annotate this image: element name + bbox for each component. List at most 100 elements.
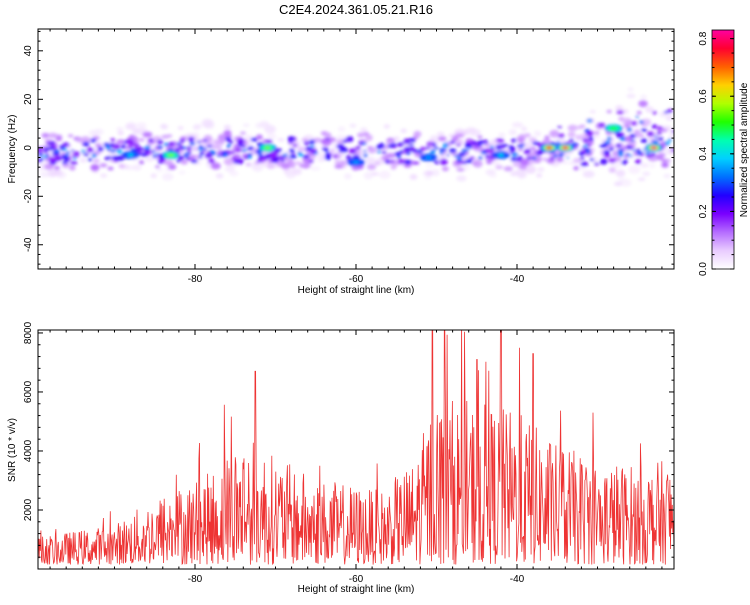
heatmap-cell bbox=[70, 149, 75, 152]
heatmap-cell bbox=[289, 155, 295, 159]
heatmap-cell bbox=[95, 143, 102, 148]
heatmap-cell bbox=[637, 177, 646, 181]
heatmap-cell bbox=[256, 134, 263, 140]
heatmap-cell bbox=[630, 139, 635, 142]
heatmap-cell bbox=[651, 124, 658, 129]
heatmap-cell bbox=[297, 151, 302, 154]
heatmap-cell bbox=[607, 136, 612, 141]
heatmap-cell bbox=[334, 160, 341, 165]
heatmap-cell bbox=[519, 146, 524, 149]
heatmap-cell bbox=[582, 138, 589, 142]
heatmap-cell bbox=[201, 118, 214, 128]
heatmap-cell bbox=[403, 163, 412, 168]
heatmap-cell bbox=[524, 160, 530, 165]
heatmap-cell bbox=[472, 161, 477, 166]
heatmap-cell bbox=[639, 120, 644, 124]
heatmap-cell bbox=[223, 130, 232, 136]
heatmap-cell bbox=[555, 141, 561, 146]
heatmap-cell bbox=[38, 149, 42, 153]
heatmap-cell bbox=[162, 173, 174, 181]
spectrogram-xlabel: Height of straight line (km) bbox=[298, 285, 415, 296]
heatmap-cell bbox=[187, 136, 195, 142]
heatmap-cell bbox=[645, 151, 651, 155]
heatmap-cell bbox=[299, 163, 305, 168]
heatmap-cell bbox=[215, 173, 224, 179]
heatmap-cell bbox=[530, 146, 537, 151]
heatmap-cell bbox=[472, 141, 478, 145]
heatmap-cell bbox=[185, 152, 190, 155]
heatmap-cell bbox=[132, 129, 139, 135]
heatmap-cell bbox=[255, 122, 267, 129]
heatmap-cell bbox=[302, 157, 311, 164]
heatmap-cell bbox=[654, 135, 658, 138]
heatmap-cell bbox=[303, 165, 309, 169]
heatmap-cell bbox=[41, 133, 50, 138]
heatmap-cell bbox=[363, 171, 374, 180]
heatmap-cell bbox=[573, 157, 582, 164]
heatmap-cell bbox=[365, 134, 373, 141]
heatmap-cell bbox=[642, 171, 651, 176]
colorbar-tick-label: 0.0 bbox=[698, 262, 709, 276]
heatmap-cell bbox=[133, 143, 141, 148]
heatmap-cell bbox=[288, 141, 293, 144]
colorbar-tick-label: 0.2 bbox=[698, 204, 709, 218]
heatmap-cell bbox=[194, 154, 201, 160]
x-tick-label: -60 bbox=[349, 274, 364, 285]
heatmap-cell bbox=[287, 136, 296, 142]
heatmap-cell bbox=[594, 131, 600, 135]
heatmap-cell bbox=[144, 148, 150, 152]
heatmap-cell bbox=[431, 169, 440, 177]
heatmap-cell bbox=[240, 131, 246, 135]
heatmap-cell bbox=[586, 150, 591, 154]
heatmap-hotspot bbox=[425, 156, 432, 159]
heatmap-cell bbox=[38, 152, 44, 157]
heatmap-cell bbox=[107, 149, 112, 152]
heatmap-cell bbox=[403, 146, 411, 152]
heatmap-cell bbox=[269, 153, 277, 159]
heatmap-cell bbox=[652, 140, 659, 145]
heatmap-cell bbox=[667, 138, 673, 141]
heatmap-cell bbox=[184, 155, 190, 159]
heatmap-cell bbox=[411, 148, 418, 153]
heatmap-cell bbox=[313, 151, 318, 155]
heatmap-cell bbox=[632, 149, 637, 152]
heatmap-cell bbox=[606, 109, 612, 114]
heatmap-cell bbox=[177, 126, 184, 130]
heatmap-cell bbox=[608, 157, 616, 164]
heatmap-cell bbox=[412, 161, 420, 165]
heatmap-cell bbox=[61, 161, 69, 165]
heatmap-cell bbox=[641, 118, 652, 126]
heatmap-cell bbox=[73, 151, 80, 156]
heatmap-cell bbox=[503, 166, 513, 172]
heatmap-cell bbox=[518, 138, 524, 143]
heatmap-cell bbox=[556, 157, 564, 162]
heatmap-hotspot bbox=[497, 153, 504, 157]
heatmap-cell bbox=[186, 146, 193, 150]
y-tick-label: 4000 bbox=[23, 439, 34, 462]
heatmap-cell bbox=[138, 138, 145, 142]
heatmap-cell bbox=[342, 139, 347, 143]
heatmap-cell bbox=[303, 141, 310, 146]
heatmap-cell bbox=[477, 143, 482, 147]
heatmap-cell bbox=[618, 116, 625, 122]
heatmap-cell bbox=[224, 166, 235, 172]
heatmap-cell bbox=[636, 111, 642, 114]
heatmap-cell bbox=[425, 170, 433, 176]
heatmap-cell bbox=[110, 149, 116, 153]
heatmap-cell bbox=[438, 136, 447, 142]
x-tick-label: -80 bbox=[188, 574, 203, 585]
y-tick-label: 8000 bbox=[23, 321, 34, 344]
heatmap-cell bbox=[626, 145, 633, 150]
heatmap-cell bbox=[301, 138, 309, 142]
heatmap-cell bbox=[638, 100, 648, 108]
heatmap-cell bbox=[511, 138, 517, 143]
heatmap-cell bbox=[477, 135, 483, 139]
heatmap-cell bbox=[116, 127, 124, 131]
heatmap-cell bbox=[511, 122, 524, 128]
heatmap-cell bbox=[481, 151, 485, 155]
heatmap-cell bbox=[393, 136, 400, 142]
heatmap-cell bbox=[648, 156, 658, 162]
heatmap-cell bbox=[54, 156, 62, 162]
heatmap-cell bbox=[110, 138, 116, 142]
